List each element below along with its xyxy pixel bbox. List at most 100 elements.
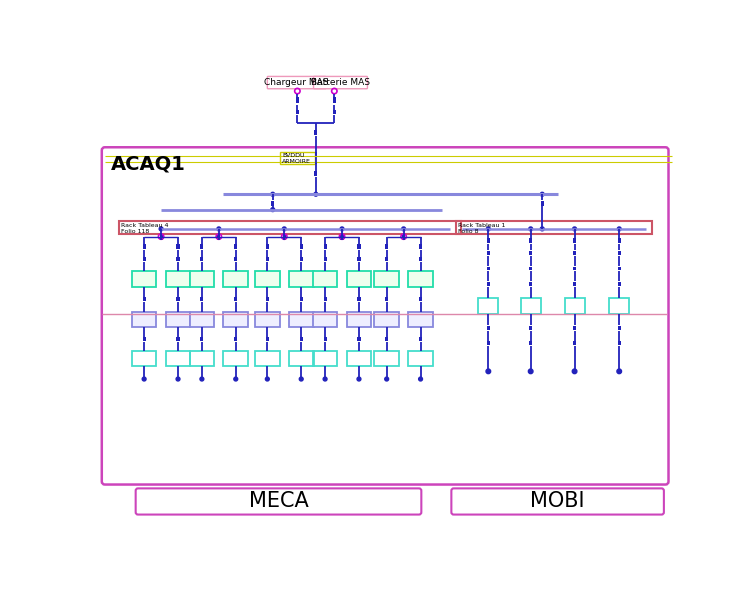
FancyBboxPatch shape <box>267 76 326 89</box>
Bar <box>142 297 146 301</box>
Bar <box>289 350 314 366</box>
Bar <box>386 297 388 301</box>
Text: MOBI: MOBI <box>530 491 585 511</box>
Bar <box>340 235 344 240</box>
Bar <box>358 258 361 261</box>
Circle shape <box>487 227 490 231</box>
Bar <box>300 297 303 301</box>
Bar <box>573 326 576 330</box>
Text: ACAQ1: ACAQ1 <box>111 155 186 173</box>
Bar <box>323 297 327 301</box>
Circle shape <box>617 369 622 374</box>
Bar <box>573 342 576 345</box>
Text: MECA: MECA <box>248 491 308 511</box>
Bar <box>402 235 405 240</box>
Bar <box>386 258 388 261</box>
Bar <box>296 97 299 102</box>
Bar <box>132 271 157 287</box>
Bar <box>166 350 190 366</box>
Bar <box>408 312 433 327</box>
Bar <box>487 266 490 271</box>
Bar <box>456 221 652 233</box>
Bar <box>618 238 621 243</box>
Bar <box>374 271 399 287</box>
Bar <box>234 337 237 342</box>
Bar <box>289 271 314 287</box>
Bar <box>333 97 336 102</box>
Circle shape <box>617 227 621 231</box>
Bar <box>266 337 268 342</box>
Bar <box>419 258 422 261</box>
Bar <box>419 297 422 301</box>
Text: Rack Tableau 1
Folio 8: Rack Tableau 1 Folio 8 <box>458 224 506 234</box>
Circle shape <box>402 227 406 231</box>
Bar <box>386 244 388 249</box>
Bar <box>190 271 214 287</box>
Bar <box>358 244 361 249</box>
Text: Batterie MAS: Batterie MAS <box>311 78 370 87</box>
Bar <box>314 130 317 135</box>
Circle shape <box>340 227 344 231</box>
Bar <box>358 297 361 301</box>
Bar <box>118 221 461 233</box>
Bar <box>132 312 157 327</box>
Bar <box>272 201 274 206</box>
FancyBboxPatch shape <box>136 488 422 514</box>
Bar <box>530 326 532 330</box>
Bar <box>224 271 248 287</box>
Bar <box>283 235 286 240</box>
Bar <box>618 282 621 286</box>
Bar <box>530 282 532 286</box>
Text: Chargeur MAS: Chargeur MAS <box>264 78 328 87</box>
Bar <box>314 171 317 176</box>
Bar <box>487 282 490 286</box>
Circle shape <box>572 369 577 374</box>
Circle shape <box>357 377 361 381</box>
FancyBboxPatch shape <box>452 488 664 514</box>
Circle shape <box>540 227 544 231</box>
FancyBboxPatch shape <box>314 76 368 89</box>
Bar <box>234 297 237 301</box>
Bar <box>176 258 179 261</box>
Circle shape <box>323 377 327 381</box>
Bar <box>530 251 532 255</box>
Bar <box>300 244 303 249</box>
Bar <box>478 298 498 314</box>
Bar <box>176 297 179 301</box>
Bar <box>200 297 203 301</box>
Circle shape <box>159 227 163 231</box>
Bar <box>255 271 280 287</box>
Bar <box>132 350 157 366</box>
Bar <box>346 312 371 327</box>
Bar <box>296 110 299 114</box>
Circle shape <box>271 208 274 211</box>
Bar <box>565 298 584 314</box>
Bar <box>487 238 490 243</box>
Circle shape <box>282 227 286 231</box>
Bar <box>386 337 388 342</box>
Bar <box>255 350 280 366</box>
Bar <box>487 251 490 255</box>
Bar <box>313 350 338 366</box>
Bar <box>618 342 621 345</box>
Bar <box>487 342 490 345</box>
Bar <box>142 337 146 342</box>
Bar <box>487 326 490 330</box>
Circle shape <box>142 377 146 381</box>
Bar <box>346 350 371 366</box>
Bar <box>573 266 576 271</box>
Bar <box>176 244 179 249</box>
Circle shape <box>200 377 204 381</box>
Bar <box>346 271 371 287</box>
Bar <box>217 235 220 240</box>
Bar <box>289 312 314 327</box>
Bar <box>609 298 629 314</box>
Bar <box>255 312 280 327</box>
Circle shape <box>314 192 318 196</box>
Bar <box>200 258 203 261</box>
Bar <box>266 258 268 261</box>
Bar <box>160 235 163 240</box>
Bar <box>266 244 268 249</box>
Circle shape <box>217 227 220 231</box>
Circle shape <box>540 192 544 196</box>
